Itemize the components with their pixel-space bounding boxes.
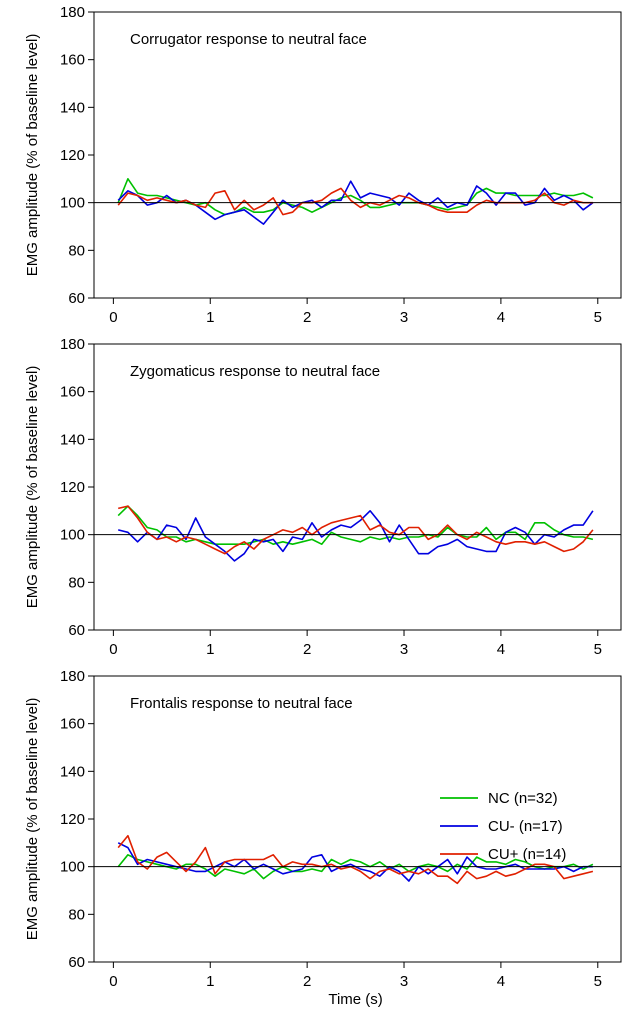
- p1-y-tick-label-4: 140: [60, 431, 85, 448]
- p0-y-tick-label-2: 100: [60, 195, 85, 212]
- p1-panel-title: Zygomaticus response to neutral face: [130, 363, 380, 380]
- p0-x-tick-label-1: 1: [206, 309, 214, 326]
- p1-x-tick-label-1: 1: [206, 641, 214, 658]
- p2-x-tick-label-4: 4: [497, 973, 505, 990]
- p0-plot-frame: [93, 11, 622, 299]
- p2-y-tick-label-1: 80: [68, 906, 85, 923]
- p0-x-tick-label-3: 3: [400, 309, 408, 326]
- p0-y-tick-label-4: 140: [60, 99, 85, 116]
- p2-x-tick-label-1: 1: [206, 973, 214, 990]
- p2-x-tick-label-0: 0: [109, 973, 117, 990]
- p2-legend-label-nc: NC (n=32): [488, 790, 558, 807]
- p2-y-tick-label-4: 140: [60, 763, 85, 780]
- p1-y-tick-label-5: 160: [60, 384, 85, 401]
- p2-x-tick-label-3: 3: [400, 973, 408, 990]
- p0-y-tick-label-6: 180: [60, 4, 85, 21]
- p1-series-line-cu-plus: [118, 505, 594, 555]
- p1-y-tick-label-2: 100: [60, 527, 85, 544]
- p1-y-tick-label-6: 180: [60, 336, 85, 353]
- p0-series-line-nc: [117, 178, 594, 216]
- p2-x-tick-label-5: 5: [594, 973, 602, 990]
- p2-legend-label-cu-minus: CU- (n=17): [488, 818, 563, 835]
- p0-x-tick-label-0: 0: [109, 309, 117, 326]
- p0-x-tick-label-2: 2: [303, 309, 311, 326]
- p1-x-tick-label-2: 2: [303, 641, 311, 658]
- p1-y-tick-label-3: 120: [60, 479, 85, 496]
- p0-y-tick-label-0: 60: [68, 290, 85, 307]
- p1-plot-frame: [93, 343, 622, 631]
- zygomaticus-panel: 60 80 100 120 140 160 180 0 1 2 3 4 5 EMG amplitude (…: [24, 336, 622, 658]
- p2-y-axis-label: EMG amplitude (% of baseline level): [24, 698, 41, 941]
- p2-y-tick-label-3: 120: [60, 811, 85, 828]
- p0-panel-title: Corrugator response to neutral face: [130, 31, 367, 48]
- frontalis-panel: 60 80 100 120 140 160 180 0 1 2 3 4 5 EMG amplitude (…: [24, 668, 622, 1008]
- p1-series-line-cu-minus: [118, 509, 594, 562]
- corrugator-panel: 60 80 100 120 140 160 180 0 1 2 3 4 5 EMG amplitude (…: [24, 4, 622, 326]
- p1-x-tick-label-0: 0: [109, 641, 117, 658]
- p2-panel-title: Frontalis response to neutral face: [130, 695, 353, 712]
- p1-x-tick-label-4: 4: [497, 641, 505, 658]
- p2-y-tick-label-2: 100: [60, 859, 85, 876]
- p1-y-tick-label-0: 60: [68, 622, 85, 639]
- p0-x-tick-label-5: 5: [594, 309, 602, 326]
- p1-y-axis-label: EMG amplitude (% of baseline level): [24, 366, 41, 609]
- p1-x-tick-label-5: 5: [594, 641, 602, 658]
- p2-y-tick-label-5: 160: [60, 716, 85, 733]
- p2-series-line-nc: [117, 853, 594, 880]
- p1-x-tick-label-3: 3: [400, 641, 408, 658]
- p2-x-tick-label-2: 2: [303, 973, 311, 990]
- p0-y-tick-label-1: 80: [68, 242, 85, 259]
- p0-x-tick-label-4: 4: [497, 309, 505, 326]
- p0-y-tick-label-5: 160: [60, 52, 85, 69]
- p2-y-tick-label-6: 180: [60, 668, 85, 685]
- p1-y-tick-label-1: 80: [68, 574, 85, 591]
- p2-y-tick-label-0: 60: [68, 954, 85, 971]
- p0-y-tick-label-3: 120: [60, 147, 85, 164]
- p0-y-axis-label: EMG amplitude (% of baseline level): [24, 34, 41, 277]
- p2-legend-label-cu-plus: CU+ (n=14): [488, 846, 566, 863]
- p2-x-axis-label: Time (s): [328, 991, 382, 1008]
- p2-series-line-cu-plus: [117, 834, 594, 885]
